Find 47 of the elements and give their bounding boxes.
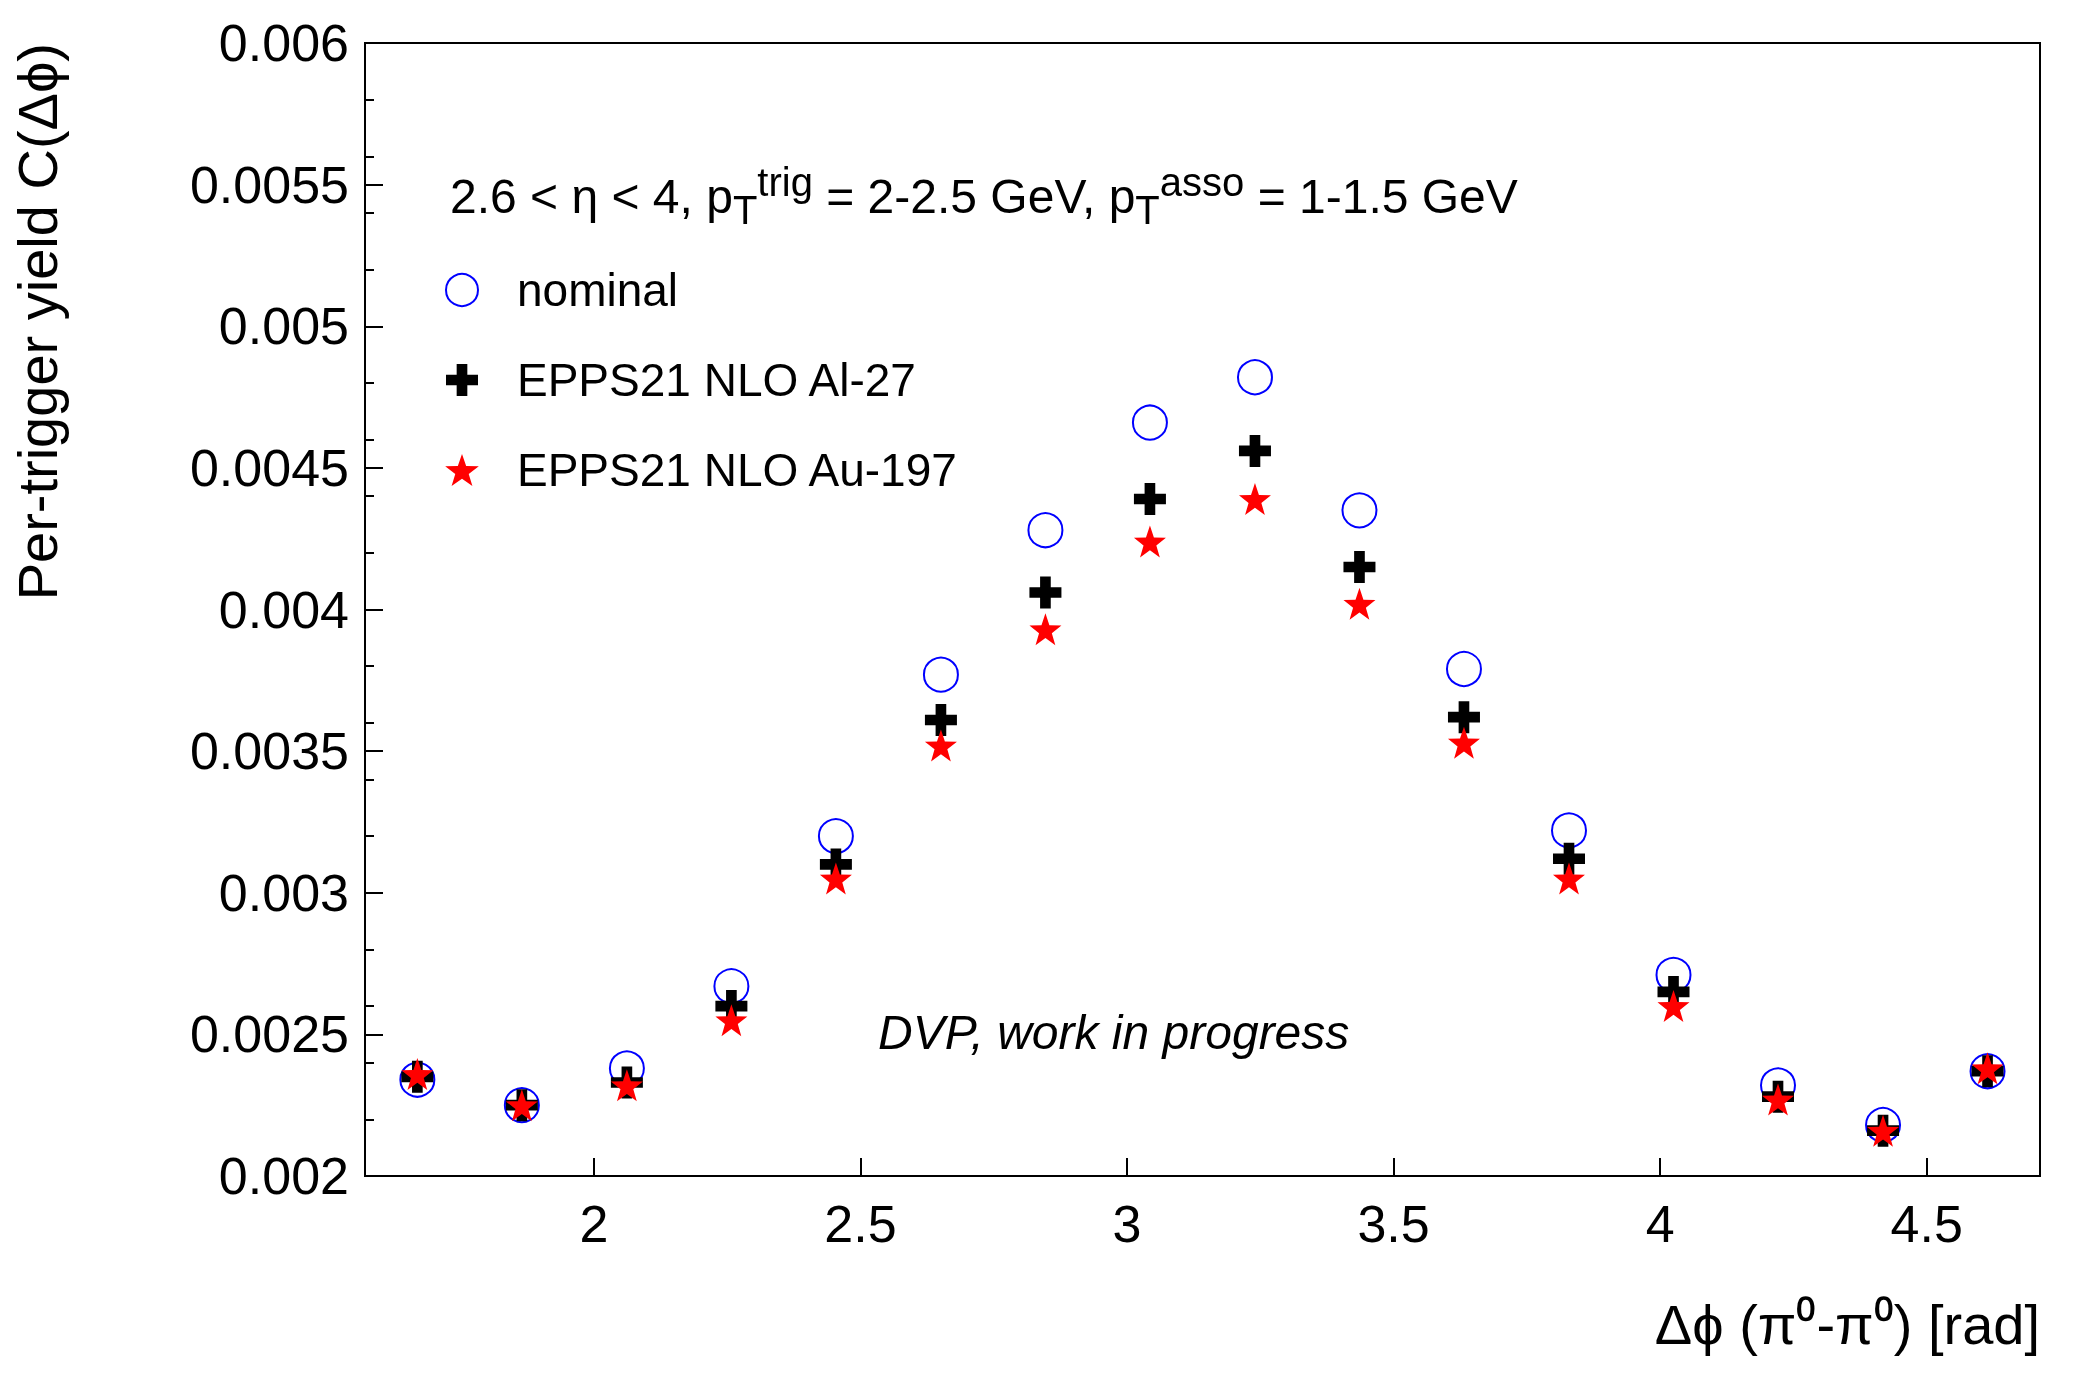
y-tick-label: 0.0045 bbox=[189, 438, 349, 497]
x-tick-label: 3 bbox=[1112, 1195, 1142, 1253]
annotation: 2.6 < η < 4, p$_{T}$$^{trig}$ = 2-2.5 GeV, p$_{T}$$^{asso}$ = 1-1.5 GeV bbox=[450, 160, 1518, 233]
y-tick-label: 0.0055 bbox=[189, 155, 349, 214]
y-tick-label: 0.0025 bbox=[189, 1005, 349, 1064]
point bbox=[1447, 726, 1480, 759]
legend-label: EPPS21 NLO Al-27 bbox=[517, 354, 916, 406]
y-tick-label: 0.004 bbox=[218, 580, 349, 639]
x-tick-label: 2.5 bbox=[824, 1195, 897, 1253]
point bbox=[1238, 483, 1271, 516]
point bbox=[1029, 613, 1062, 646]
x-tick-label: 4.5 bbox=[1890, 1195, 1963, 1253]
point bbox=[1238, 434, 1271, 467]
y-tick-label: 0.005 bbox=[218, 297, 349, 356]
y-tick-label: 0.0035 bbox=[189, 722, 349, 781]
point bbox=[1657, 990, 1690, 1023]
x-tick-label: 3.5 bbox=[1357, 1195, 1430, 1253]
point bbox=[1133, 483, 1166, 516]
point bbox=[1029, 576, 1062, 609]
point bbox=[1343, 551, 1376, 584]
point bbox=[715, 1004, 748, 1037]
point bbox=[1553, 862, 1585, 895]
point bbox=[1341, 492, 1378, 529]
y-tick-label: 0.003 bbox=[218, 863, 349, 922]
y-tick-label: 0.002 bbox=[218, 1147, 349, 1205]
point bbox=[1551, 812, 1587, 849]
point bbox=[1343, 587, 1376, 620]
point bbox=[924, 703, 957, 736]
point bbox=[1133, 525, 1166, 558]
y-tick-label: 0.006 bbox=[218, 14, 349, 72]
legend-label: nominal bbox=[517, 264, 679, 316]
x-tick-label: 2 bbox=[579, 1195, 609, 1253]
point bbox=[819, 862, 852, 895]
point bbox=[1131, 404, 1168, 441]
point bbox=[817, 818, 854, 855]
point bbox=[922, 656, 959, 693]
x-axis-title: Δϕ (π⁰-π⁰) [rad] bbox=[1654, 1292, 2040, 1356]
point bbox=[924, 729, 957, 762]
point bbox=[1447, 701, 1480, 734]
point bbox=[1237, 359, 1273, 396]
point bbox=[1446, 650, 1482, 687]
x-tick-label: 4 bbox=[1645, 1195, 1675, 1253]
y-axis-title: Per-trigger yield C(Δϕ) bbox=[5, 43, 69, 601]
point bbox=[1553, 842, 1585, 875]
annotation: DVP, work in progress bbox=[878, 1005, 1350, 1060]
legend-label: EPPS21 NLO Au-197 bbox=[517, 444, 957, 496]
point bbox=[1027, 512, 1064, 549]
